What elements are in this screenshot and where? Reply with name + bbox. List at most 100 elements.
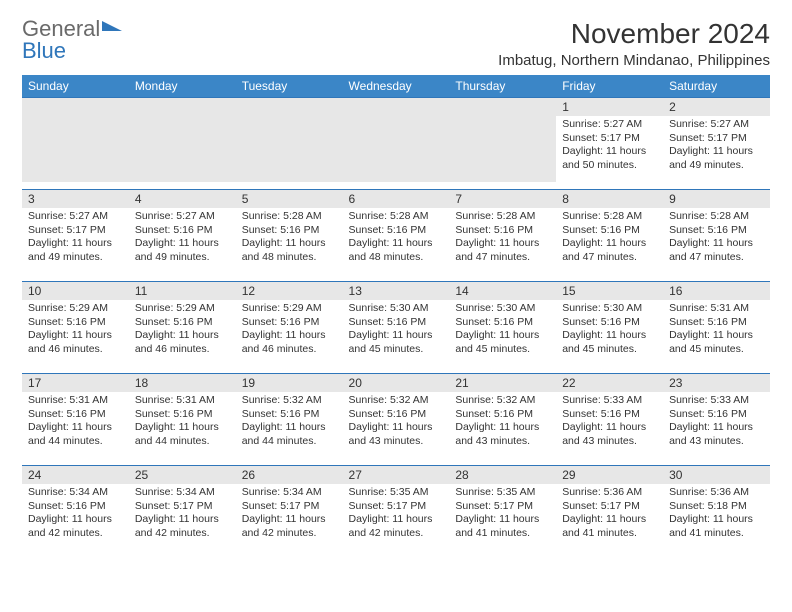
calendar-day-cell: 28Sunrise: 5:35 AMSunset: 5:17 PMDayligh…	[449, 466, 556, 558]
calendar-day-cell: 3Sunrise: 5:27 AMSunset: 5:17 PMDaylight…	[22, 190, 129, 282]
calendar-day-cell: 22Sunrise: 5:33 AMSunset: 5:16 PMDayligh…	[556, 374, 663, 466]
sunset-text: Sunset: 5:17 PM	[135, 500, 230, 514]
col-tuesday: Tuesday	[236, 75, 343, 98]
calendar-day-cell: 19Sunrise: 5:32 AMSunset: 5:16 PMDayligh…	[236, 374, 343, 466]
calendar-week-row: 1Sunrise: 5:27 AMSunset: 5:17 PMDaylight…	[22, 98, 770, 190]
daylight-text: Daylight: 11 hours and 41 minutes.	[562, 513, 657, 540]
day-details: Sunrise: 5:32 AMSunset: 5:16 PMDaylight:…	[236, 392, 343, 453]
calendar-day-cell: 20Sunrise: 5:32 AMSunset: 5:16 PMDayligh…	[343, 374, 450, 466]
day-number	[449, 98, 556, 116]
daylight-text: Daylight: 11 hours and 42 minutes.	[28, 513, 123, 540]
day-number: 18	[129, 374, 236, 392]
sunrise-text: Sunrise: 5:29 AM	[135, 302, 230, 316]
day-details: Sunrise: 5:29 AMSunset: 5:16 PMDaylight:…	[129, 300, 236, 361]
day-details: Sunrise: 5:29 AMSunset: 5:16 PMDaylight:…	[22, 300, 129, 361]
day-details: Sunrise: 5:30 AMSunset: 5:16 PMDaylight:…	[556, 300, 663, 361]
sunset-text: Sunset: 5:16 PM	[669, 408, 764, 422]
sunrise-text: Sunrise: 5:36 AM	[669, 486, 764, 500]
day-details: Sunrise: 5:31 AMSunset: 5:16 PMDaylight:…	[22, 392, 129, 453]
sunset-text: Sunset: 5:17 PM	[455, 500, 550, 514]
sunrise-text: Sunrise: 5:34 AM	[28, 486, 123, 500]
col-saturday: Saturday	[663, 75, 770, 98]
calendar-table: Sunday Monday Tuesday Wednesday Thursday…	[22, 75, 770, 558]
sunset-text: Sunset: 5:16 PM	[455, 316, 550, 330]
daylight-text: Daylight: 11 hours and 45 minutes.	[669, 329, 764, 356]
day-number: 17	[22, 374, 129, 392]
calendar-week-row: 24Sunrise: 5:34 AMSunset: 5:16 PMDayligh…	[22, 466, 770, 558]
sunset-text: Sunset: 5:16 PM	[669, 224, 764, 238]
day-number: 12	[236, 282, 343, 300]
day-number	[129, 98, 236, 116]
calendar-week-row: 17Sunrise: 5:31 AMSunset: 5:16 PMDayligh…	[22, 374, 770, 466]
day-number: 14	[449, 282, 556, 300]
col-thursday: Thursday	[449, 75, 556, 98]
calendar-day-cell	[449, 98, 556, 190]
col-sunday: Sunday	[22, 75, 129, 98]
day-details: Sunrise: 5:34 AMSunset: 5:16 PMDaylight:…	[22, 484, 129, 545]
sunset-text: Sunset: 5:16 PM	[242, 316, 337, 330]
sunrise-text: Sunrise: 5:31 AM	[28, 394, 123, 408]
sunset-text: Sunset: 5:17 PM	[28, 224, 123, 238]
day-number: 3	[22, 190, 129, 208]
day-number: 1	[556, 98, 663, 116]
daylight-text: Daylight: 11 hours and 43 minutes.	[349, 421, 444, 448]
sunrise-text: Sunrise: 5:30 AM	[562, 302, 657, 316]
day-details: Sunrise: 5:28 AMSunset: 5:16 PMDaylight:…	[236, 208, 343, 269]
daylight-text: Daylight: 11 hours and 44 minutes.	[135, 421, 230, 448]
sunset-text: Sunset: 5:16 PM	[455, 408, 550, 422]
day-number: 6	[343, 190, 450, 208]
sunset-text: Sunset: 5:17 PM	[669, 132, 764, 146]
calendar-day-cell	[236, 98, 343, 190]
calendar-day-cell: 1Sunrise: 5:27 AMSunset: 5:17 PMDaylight…	[556, 98, 663, 190]
day-details: Sunrise: 5:27 AMSunset: 5:17 PMDaylight:…	[22, 208, 129, 269]
day-number: 29	[556, 466, 663, 484]
calendar-day-cell: 27Sunrise: 5:35 AMSunset: 5:17 PMDayligh…	[343, 466, 450, 558]
daylight-text: Daylight: 11 hours and 47 minutes.	[455, 237, 550, 264]
day-details: Sunrise: 5:28 AMSunset: 5:16 PMDaylight:…	[556, 208, 663, 269]
sunset-text: Sunset: 5:16 PM	[28, 316, 123, 330]
page-title: November 2024	[498, 18, 770, 50]
calendar-day-cell: 8Sunrise: 5:28 AMSunset: 5:16 PMDaylight…	[556, 190, 663, 282]
day-number: 20	[343, 374, 450, 392]
sunset-text: Sunset: 5:16 PM	[349, 316, 444, 330]
logo-triangle-icon	[102, 21, 122, 31]
calendar-day-cell: 9Sunrise: 5:28 AMSunset: 5:16 PMDaylight…	[663, 190, 770, 282]
day-details: Sunrise: 5:28 AMSunset: 5:16 PMDaylight:…	[449, 208, 556, 269]
day-details: Sunrise: 5:36 AMSunset: 5:18 PMDaylight:…	[663, 484, 770, 545]
sunset-text: Sunset: 5:16 PM	[135, 316, 230, 330]
sunrise-text: Sunrise: 5:34 AM	[242, 486, 337, 500]
day-details: Sunrise: 5:31 AMSunset: 5:16 PMDaylight:…	[129, 392, 236, 453]
daylight-text: Daylight: 11 hours and 48 minutes.	[242, 237, 337, 264]
sunrise-text: Sunrise: 5:32 AM	[455, 394, 550, 408]
calendar-day-cell: 7Sunrise: 5:28 AMSunset: 5:16 PMDaylight…	[449, 190, 556, 282]
sunrise-text: Sunrise: 5:34 AM	[135, 486, 230, 500]
logo-text: General Blue	[22, 18, 100, 62]
day-number: 27	[343, 466, 450, 484]
header: General Blue November 2024 Imbatug, Nort…	[22, 18, 770, 69]
daylight-text: Daylight: 11 hours and 46 minutes.	[242, 329, 337, 356]
day-number: 2	[663, 98, 770, 116]
calendar-day-cell	[129, 98, 236, 190]
calendar-day-cell: 6Sunrise: 5:28 AMSunset: 5:16 PMDaylight…	[343, 190, 450, 282]
day-number: 28	[449, 466, 556, 484]
day-details: Sunrise: 5:34 AMSunset: 5:17 PMDaylight:…	[129, 484, 236, 545]
day-details: Sunrise: 5:29 AMSunset: 5:16 PMDaylight:…	[236, 300, 343, 361]
day-details: Sunrise: 5:27 AMSunset: 5:16 PMDaylight:…	[129, 208, 236, 269]
daylight-text: Daylight: 11 hours and 42 minutes.	[242, 513, 337, 540]
day-details: Sunrise: 5:27 AMSunset: 5:17 PMDaylight:…	[663, 116, 770, 177]
day-number: 26	[236, 466, 343, 484]
calendar-day-cell: 13Sunrise: 5:30 AMSunset: 5:16 PMDayligh…	[343, 282, 450, 374]
daylight-text: Daylight: 11 hours and 44 minutes.	[242, 421, 337, 448]
day-details: Sunrise: 5:34 AMSunset: 5:17 PMDaylight:…	[236, 484, 343, 545]
page-subtitle: Imbatug, Northern Mindanao, Philippines	[498, 52, 770, 69]
sunrise-text: Sunrise: 5:30 AM	[455, 302, 550, 316]
sunrise-text: Sunrise: 5:33 AM	[562, 394, 657, 408]
daylight-text: Daylight: 11 hours and 44 minutes.	[28, 421, 123, 448]
daylight-text: Daylight: 11 hours and 48 minutes.	[349, 237, 444, 264]
sunset-text: Sunset: 5:16 PM	[135, 224, 230, 238]
calendar-day-cell: 23Sunrise: 5:33 AMSunset: 5:16 PMDayligh…	[663, 374, 770, 466]
daylight-text: Daylight: 11 hours and 47 minutes.	[562, 237, 657, 264]
calendar-day-cell: 16Sunrise: 5:31 AMSunset: 5:16 PMDayligh…	[663, 282, 770, 374]
sunset-text: Sunset: 5:17 PM	[349, 500, 444, 514]
day-number: 4	[129, 190, 236, 208]
